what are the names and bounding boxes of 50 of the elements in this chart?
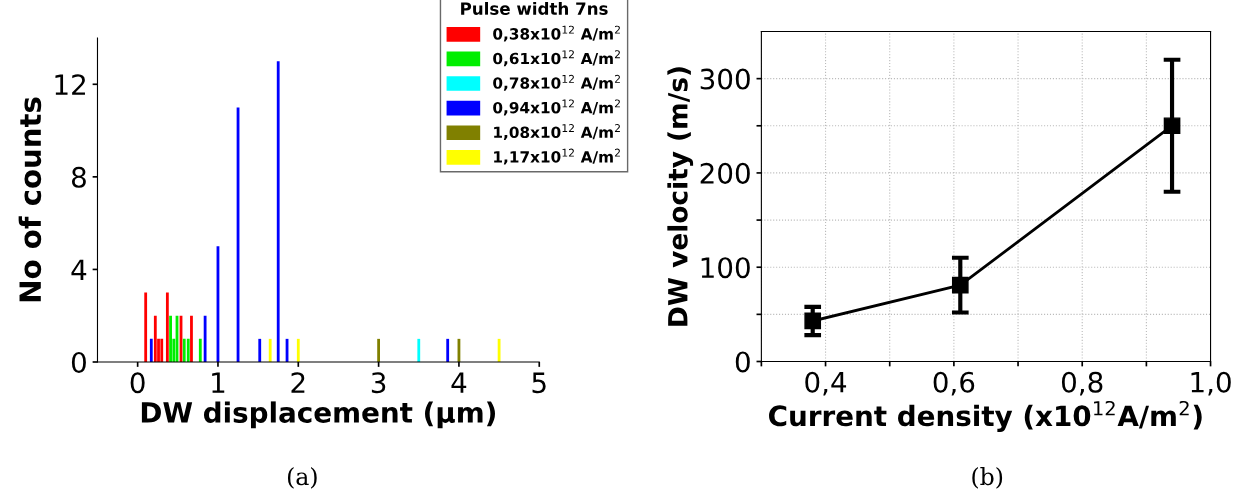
y-axis-title: No of counts xyxy=(18,97,42,302)
bar xyxy=(417,338,421,362)
text: (b) xyxy=(972,467,1003,489)
legend-label: 0,61x10$^{12}$ A/m$^{2}$ xyxy=(493,50,620,67)
x-tick-label: 3 xyxy=(371,372,386,394)
bar xyxy=(182,338,186,362)
x-tick-label: 2 xyxy=(291,372,305,393)
bar xyxy=(203,315,207,362)
x-tick-label: 0,8 xyxy=(1061,371,1103,396)
x-tick-label: 5 xyxy=(532,372,546,394)
bar xyxy=(258,338,262,362)
y-tick-label: 300 xyxy=(700,68,750,90)
legend-label: 0,94x10$^{12}$ A/m$^{2}$ xyxy=(493,99,620,116)
y-tick-label: 0 xyxy=(735,351,750,373)
bar xyxy=(497,338,501,362)
text: (a) xyxy=(287,467,317,489)
bar xyxy=(446,338,450,362)
bar xyxy=(276,61,280,362)
bar xyxy=(165,292,169,362)
bar xyxy=(296,338,300,362)
x-tick-label: 0 xyxy=(130,372,145,394)
bar xyxy=(186,338,190,362)
x-tick-label: 4 xyxy=(451,372,467,393)
bar xyxy=(169,315,172,362)
x-tick-label: 0,6 xyxy=(933,371,975,396)
bar xyxy=(377,338,381,362)
bar xyxy=(198,338,202,362)
legend-label: 1,17x10$^{12}$ A/m$^{2}$ xyxy=(494,148,620,165)
y-tick-label: 4 xyxy=(71,259,87,280)
y-axis-title: DW velocity (m/s) xyxy=(667,67,694,326)
bar xyxy=(268,338,272,362)
x-tick-label: 1,0 xyxy=(1191,371,1231,396)
y-tick-label: 100 xyxy=(701,257,750,279)
bar xyxy=(149,338,153,362)
legend-label: 0,38x10$^{12}$ A/m$^{2}$ xyxy=(493,25,620,42)
legend-title: Pulse width 7ns xyxy=(461,1,608,15)
legend-label: 0,78x10$^{12}$ A/m$^{2}$ xyxy=(493,74,620,91)
bar xyxy=(190,315,193,362)
bar xyxy=(144,292,148,362)
bar xyxy=(153,315,157,362)
y-tick-label: 0 xyxy=(71,351,86,373)
x-tick-label: 0,4 xyxy=(805,371,847,396)
x-axis-title: DW displacement (µm) xyxy=(141,401,496,429)
y-tick-label: 8 xyxy=(71,166,86,188)
y-tick-label: 200 xyxy=(700,162,750,184)
legend-label: 1,08x10$^{12}$ A/m$^{2}$ xyxy=(494,124,620,140)
bar xyxy=(160,338,164,362)
x-tick-label: 1 xyxy=(212,372,225,393)
x-axis-title: Current density (x10$^{12}$A/m$^{2}$) xyxy=(769,400,1202,432)
y-tick-label: 12 xyxy=(55,74,85,95)
